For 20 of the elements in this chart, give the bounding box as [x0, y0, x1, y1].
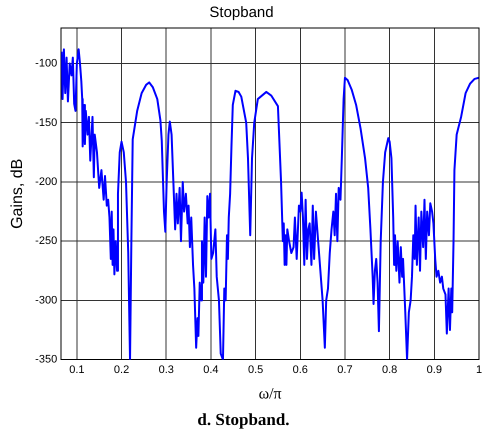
- y-tick-label: -200: [35, 176, 58, 188]
- text: d. Stopband.: [196, 410, 291, 430]
- y-tick-label: -250: [35, 235, 58, 248]
- x-tick-label: 0.6: [292, 364, 308, 376]
- y-tick-label: -100: [35, 58, 58, 70]
- x-tick-label: 0.5: [248, 364, 264, 376]
- chart-title: Stopband: [209, 4, 274, 22]
- x-tick-label: 0.1: [69, 364, 85, 376]
- x-tick-label: 0.7: [337, 364, 353, 376]
- x-tick-label: 0.2: [114, 364, 130, 376]
- x-tick-label: 0.3: [158, 364, 174, 376]
- x-tick-label: 0.9: [426, 364, 442, 376]
- y-tick-label: -350: [35, 354, 58, 366]
- x-tick-label: 0.8: [382, 364, 398, 376]
- y-tick-label: -150: [35, 116, 58, 129]
- y-tick-label: -300: [35, 294, 58, 306]
- x-tick-label: 1: [476, 364, 482, 376]
- x-axis-title: ω/π: [258, 386, 282, 403]
- x-tick-label: 0.4: [203, 364, 219, 376]
- y-axis-title: Gains, dB: [9, 158, 26, 229]
